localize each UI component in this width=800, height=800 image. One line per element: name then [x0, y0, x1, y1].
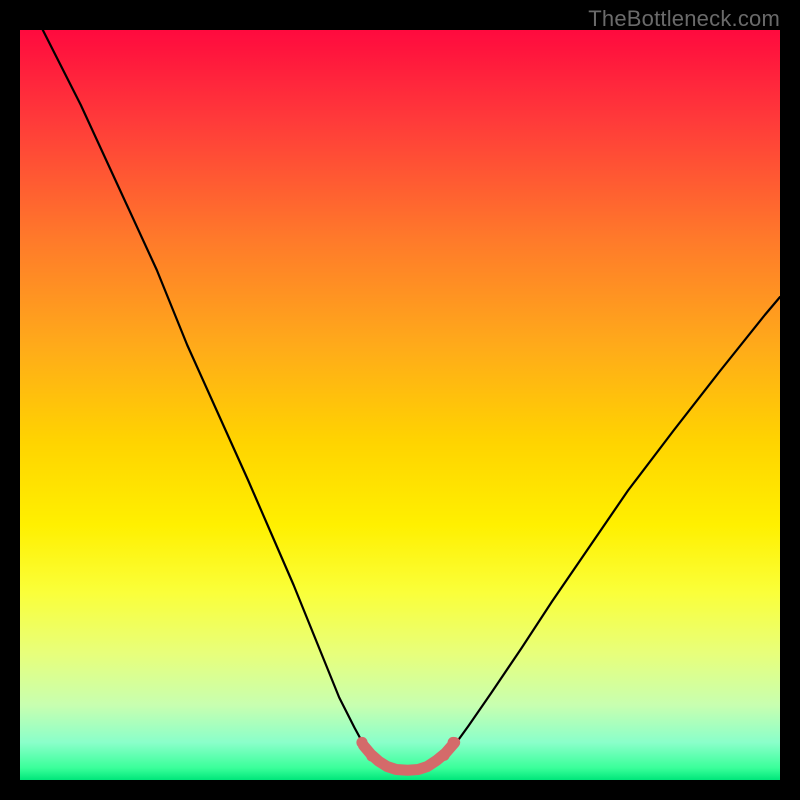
gradient-background: [20, 30, 780, 780]
chart-frame: TheBottleneck.com: [0, 0, 800, 800]
bottleneck-curve-chart: [20, 30, 780, 780]
marker-dot: [438, 750, 449, 761]
marker-dot: [366, 750, 377, 761]
marker-dot: [356, 737, 367, 748]
watermark-text: TheBottleneck.com: [588, 6, 780, 32]
marker-dot: [448, 737, 459, 748]
plot-area: [20, 30, 780, 780]
